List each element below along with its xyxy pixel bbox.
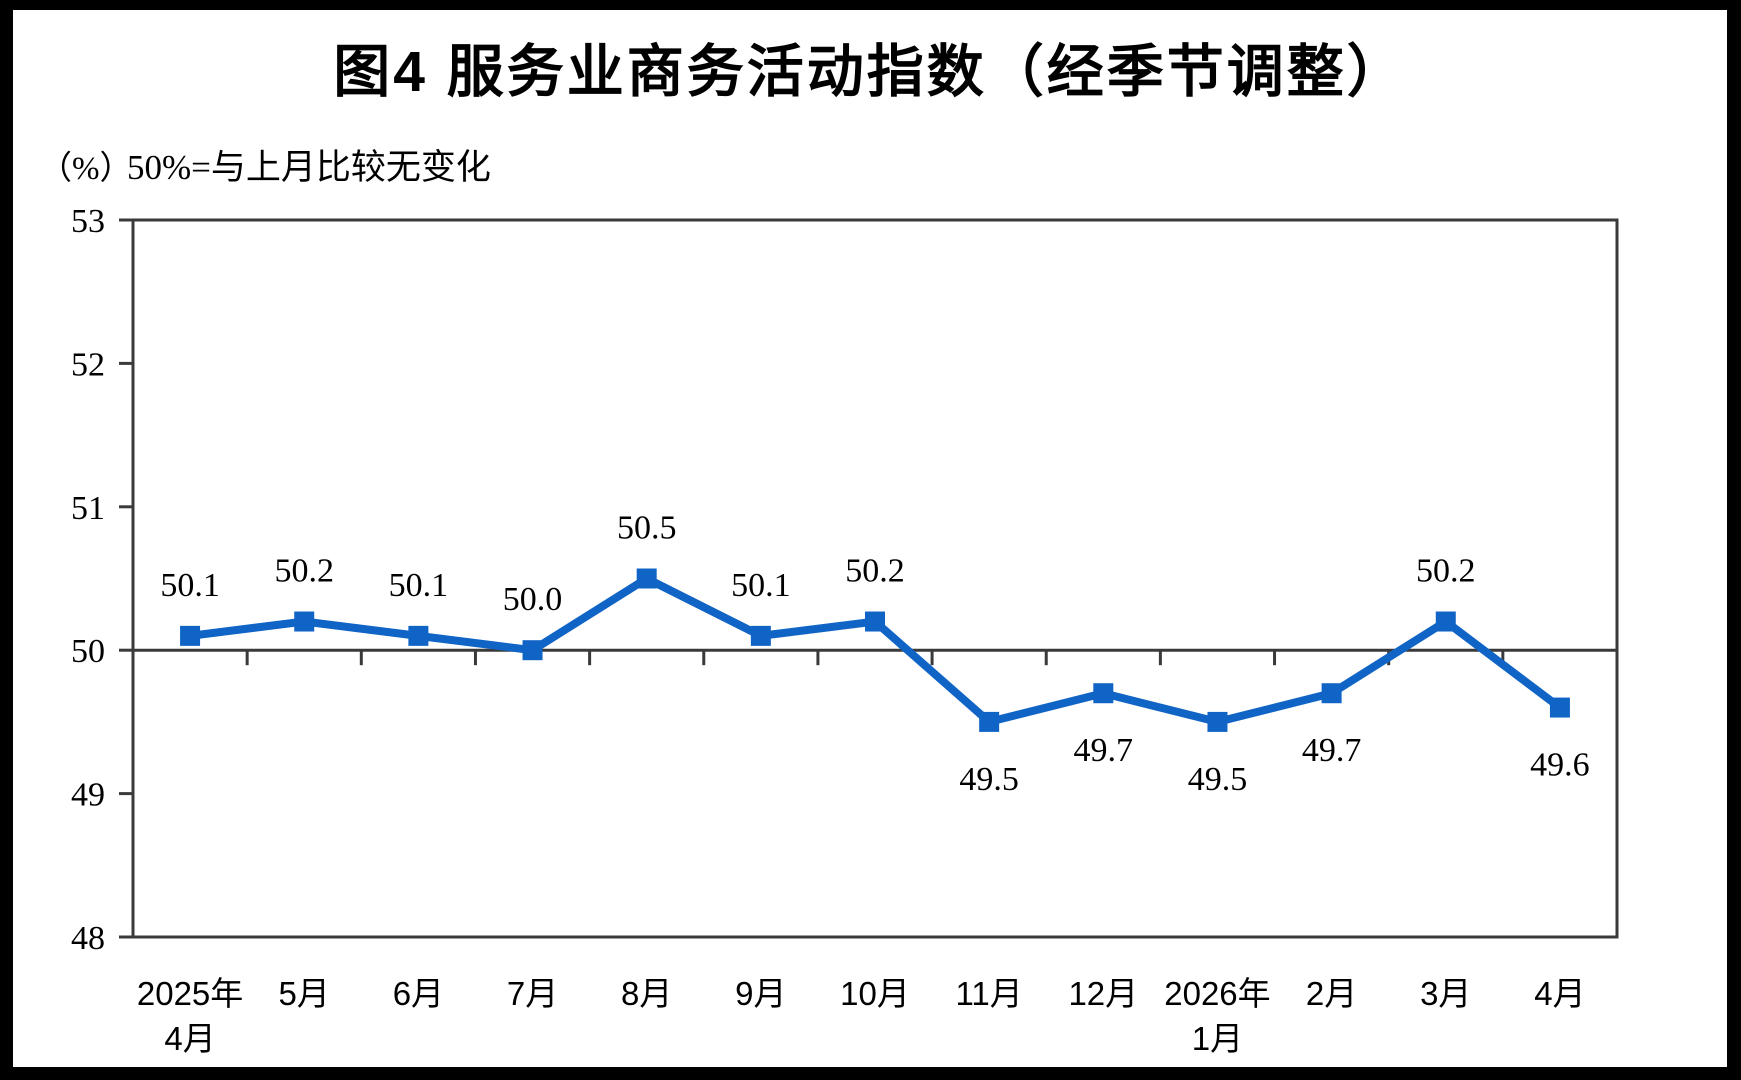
x-axis-label: 4月 xyxy=(1534,975,1585,1012)
x-axis-label: 2026年 xyxy=(1164,975,1270,1012)
data-point-marker xyxy=(1093,683,1114,704)
chart-title: 图4 服务业商务活动指数（经季节调整） xyxy=(333,40,1407,104)
data-point-marker xyxy=(294,611,315,632)
data-point-marker xyxy=(1435,611,1456,632)
data-point-label: 49.7 xyxy=(1302,732,1362,769)
x-axis-label: 12月 xyxy=(1068,975,1138,1012)
data-point-marker xyxy=(408,625,429,646)
x-axis-label: 9月 xyxy=(735,975,786,1012)
data-point-marker xyxy=(180,625,201,646)
chart-subtitle: 50%=与上月比较无变化 xyxy=(127,148,491,187)
data-point-marker xyxy=(1207,711,1228,732)
line-chart: 48 49 50 51 52 53 50.1 50.2 50.1 50.0 50.5 50.1 50.2… xyxy=(71,203,1619,1057)
x-axis-label: 10月 xyxy=(840,975,910,1012)
data-point-marker xyxy=(1321,683,1342,704)
data-point-label: 50.0 xyxy=(503,581,563,618)
data-point-label: 50.2 xyxy=(274,553,334,590)
x-axis-label: 4月 xyxy=(164,1020,215,1057)
data-point-marker xyxy=(1549,697,1570,718)
data-point-label: 49.5 xyxy=(1188,761,1248,798)
x-axis-label: 5月 xyxy=(279,975,330,1012)
x-axis-label: 2月 xyxy=(1306,975,1357,1012)
x-axis-label: 7月 xyxy=(507,975,558,1012)
y-axis-label: 51 xyxy=(71,490,105,527)
data-point-label: 50.5 xyxy=(617,510,677,547)
data-point-marker xyxy=(636,568,657,589)
data-point-label: 50.1 xyxy=(731,567,791,604)
y-axis-label: 53 xyxy=(71,203,105,240)
data-point-label: 49.6 xyxy=(1530,747,1590,784)
x-axis-label: 1月 xyxy=(1192,1020,1243,1057)
data-point-marker xyxy=(865,611,885,632)
data-point-marker xyxy=(979,711,1000,732)
x-axis-label: 2025年 xyxy=(137,975,243,1012)
y-axis-label: 52 xyxy=(71,346,105,383)
plot-area-border xyxy=(131,218,1619,939)
y-axis-label: 48 xyxy=(71,920,105,957)
y-axis-label: 49 xyxy=(71,777,105,814)
x-axis-label: 6月 xyxy=(393,975,444,1012)
chart-page: 图4 服务业商务活动指数（经季节调整） （%） 50%=与上月比较无变化 48 4… xyxy=(13,10,1727,1067)
x-axis-label: 3月 xyxy=(1420,975,1471,1012)
y-axis-unit-label: （%） xyxy=(39,151,133,187)
x-axis-label: 11月 xyxy=(956,975,1023,1012)
data-point-label: 50.1 xyxy=(160,567,220,604)
data-point-marker xyxy=(750,625,771,646)
data-point-marker xyxy=(522,640,543,661)
data-point-label: 49.5 xyxy=(959,761,1019,798)
x-axis-label: 8月 xyxy=(621,975,672,1012)
y-axis-label: 50 xyxy=(71,633,105,670)
data-point-label: 50.1 xyxy=(389,567,449,604)
data-point-label: 49.7 xyxy=(1074,732,1134,769)
data-point-label: 50.2 xyxy=(1416,553,1476,590)
data-point-label: 50.2 xyxy=(845,553,905,590)
